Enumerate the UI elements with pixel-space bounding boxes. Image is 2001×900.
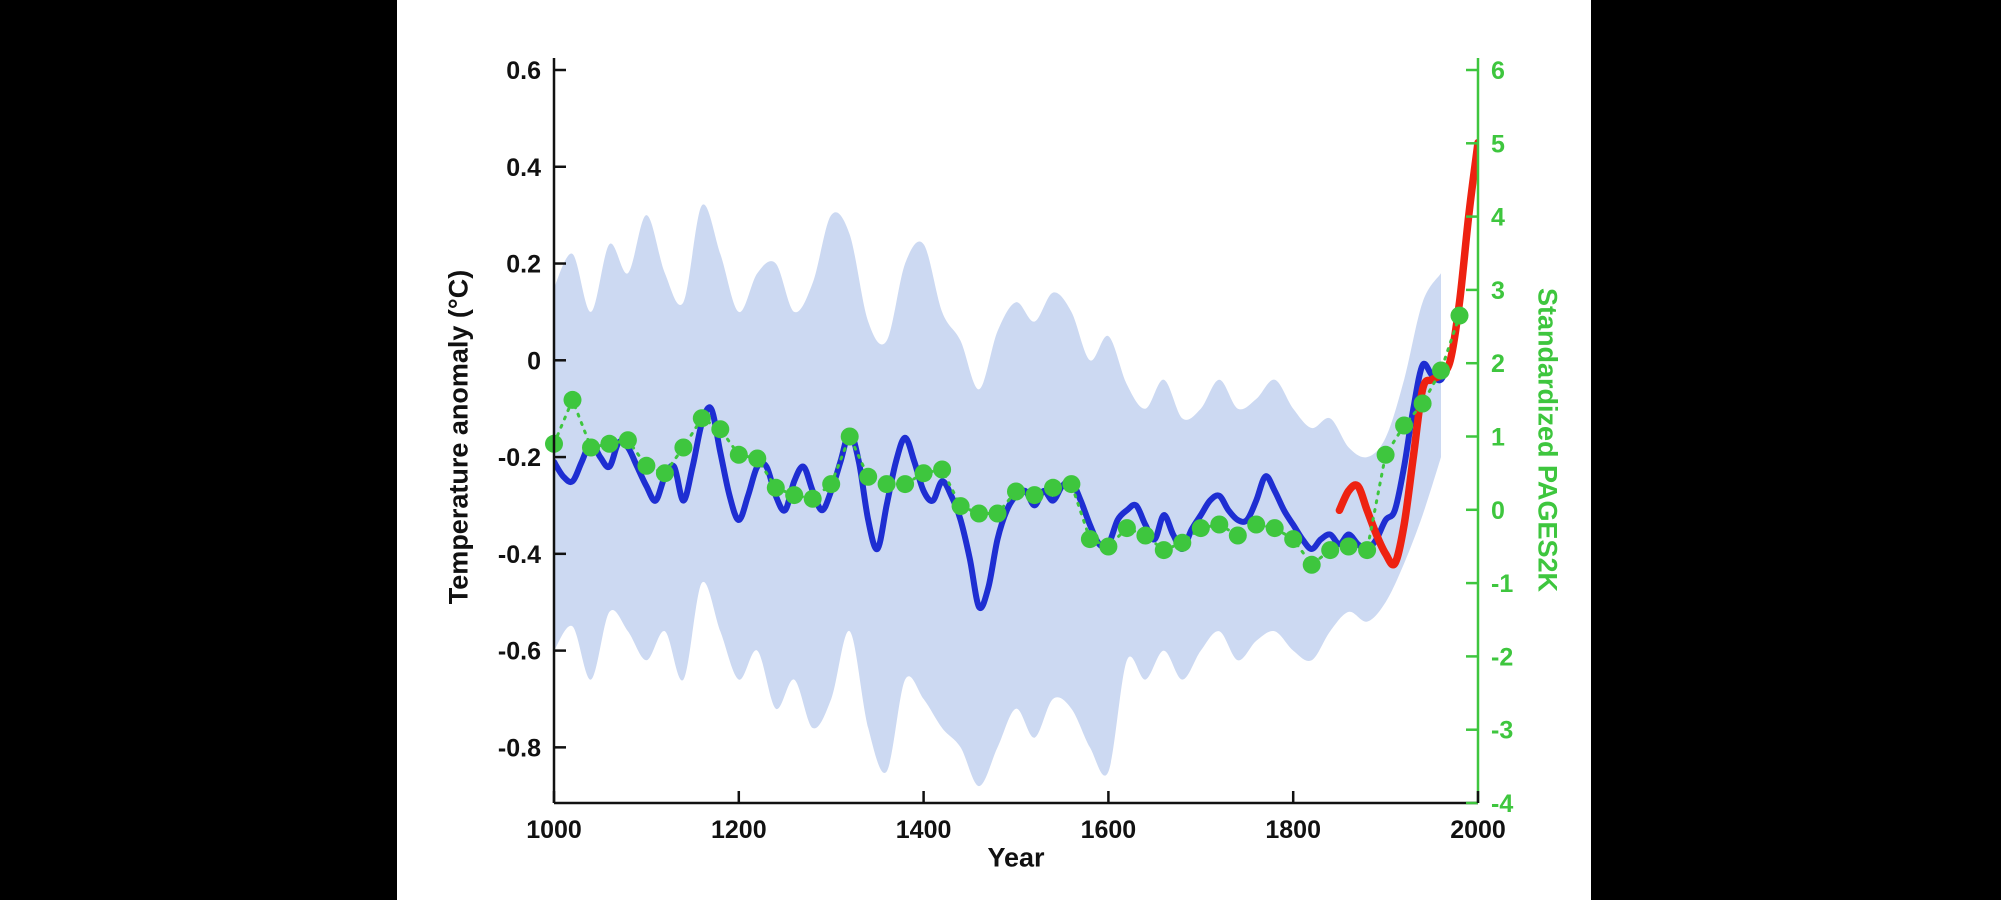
pages2k-marker [1007, 482, 1025, 501]
axes: 0.6 0.4 0.2 0 -0.2 -0.4 -0.6 -0.8 6 5 4 3 2 1 0 -1 -2 -3 -… [498, 57, 1513, 844]
pages2k-marker [1247, 515, 1266, 534]
pages2k-marker [933, 460, 952, 479]
x-tick-label: 1800 [1265, 816, 1321, 844]
left-tick-label: -0.8 [498, 734, 541, 762]
pages2k-marker [655, 464, 674, 483]
pages2k-marker [600, 434, 619, 453]
chart-svg: 0.6 0.4 0.2 0 -0.2 -0.4 -0.6 -0.8 6 5 4 3 2 1 0 -1 -2 -3 -… [498, 57, 1513, 844]
pages2k-marker [1062, 475, 1081, 494]
right-tick-label: 4 [1491, 204, 1505, 232]
pages2k-marker [951, 497, 970, 516]
pages2k-marker [988, 504, 1007, 523]
right-tick-label: -3 [1491, 717, 1513, 745]
figure-panel: 0.6 0.4 0.2 0 -0.2 -0.4 -0.6 -0.8 6 5 4 3 2 1 0 -1 -2 -3 -… [397, 0, 1591, 900]
pages2k-marker [1044, 478, 1062, 497]
pages2k-marker [1395, 416, 1414, 435]
x-tick-label: 1200 [711, 816, 767, 844]
right-tick-label: 0 [1491, 497, 1505, 525]
right-tick-label: -1 [1491, 570, 1513, 598]
pages2k-marker [785, 486, 804, 505]
left-tick-label: 0.4 [506, 154, 541, 182]
pages2k-marker [1321, 541, 1340, 560]
pages2k-marker [1210, 515, 1229, 534]
right-axis-title: Standardized PAGES2K [1532, 287, 1563, 593]
right-tick-label: 5 [1491, 130, 1505, 158]
left-tick-label: -0.4 [498, 541, 541, 569]
x-tick-label: 2000 [1450, 816, 1506, 844]
right-tick-label: -2 [1491, 643, 1513, 671]
pages2k-markers [545, 306, 1469, 574]
pages2k-marker [582, 438, 600, 457]
pages2k-marker [1376, 445, 1395, 464]
right-tick-label: 1 [1491, 424, 1505, 452]
x-tick-label: 1400 [896, 816, 952, 844]
pages2k-marker [1154, 541, 1173, 560]
pages2k-marker [729, 445, 748, 464]
pages2k-marker [692, 409, 711, 428]
left-tick-label: -0.2 [498, 444, 541, 472]
pages2k-marker [766, 478, 785, 497]
pages2k-marker [563, 390, 582, 409]
pages2k-marker [1080, 530, 1099, 549]
pages2k-marker [618, 431, 637, 450]
pages2k-marker [1339, 537, 1358, 556]
right-tick-label: 3 [1491, 277, 1505, 305]
pages2k-marker [970, 504, 988, 523]
right-tick-label: -4 [1491, 790, 1513, 818]
pages2k-marker [1413, 394, 1432, 413]
pages2k-marker [1265, 519, 1284, 538]
left-tick-label: -0.6 [498, 638, 541, 666]
pages2k-marker [1228, 526, 1247, 545]
uncertainty-band [554, 204, 1441, 787]
left-tick-label: 0 [527, 347, 541, 375]
left-tick-label: 0.6 [506, 57, 541, 85]
pages2k-marker [822, 475, 841, 494]
left-axis-title: Temperature anomaly (°C) [443, 269, 474, 605]
pages2k-marker [1173, 533, 1192, 552]
x-tick-label: 1000 [526, 816, 582, 844]
pages2k-marker [1099, 537, 1118, 556]
pages2k-marker [896, 475, 915, 494]
pages2k-marker [1450, 306, 1469, 325]
right-tick-label: 6 [1491, 57, 1505, 85]
pages2k-marker [674, 438, 693, 457]
pages2k-marker [1284, 530, 1303, 549]
pages2k-marker [803, 489, 822, 508]
pages2k-marker [840, 427, 859, 446]
x-tick-label: 1600 [1081, 816, 1137, 844]
pages2k-marker [1191, 519, 1210, 538]
right-tick-label: 2 [1491, 350, 1505, 378]
pages2k-marker [1025, 486, 1044, 505]
pages2k-marker [877, 475, 896, 494]
pages2k-marker [1358, 541, 1377, 560]
pages2k-marker [1136, 526, 1155, 545]
pages2k-marker [748, 449, 767, 468]
pages2k-marker [859, 467, 878, 486]
pages2k-marker [637, 456, 656, 475]
pages2k-marker [1117, 519, 1136, 538]
pages2k-marker [711, 420, 730, 439]
x-axis-title: Year [987, 842, 1045, 873]
pages2k-marker [914, 464, 933, 483]
pages2k-marker [1432, 361, 1450, 380]
left-tick-label: 0.2 [506, 251, 541, 279]
pages2k-marker [1302, 555, 1321, 574]
